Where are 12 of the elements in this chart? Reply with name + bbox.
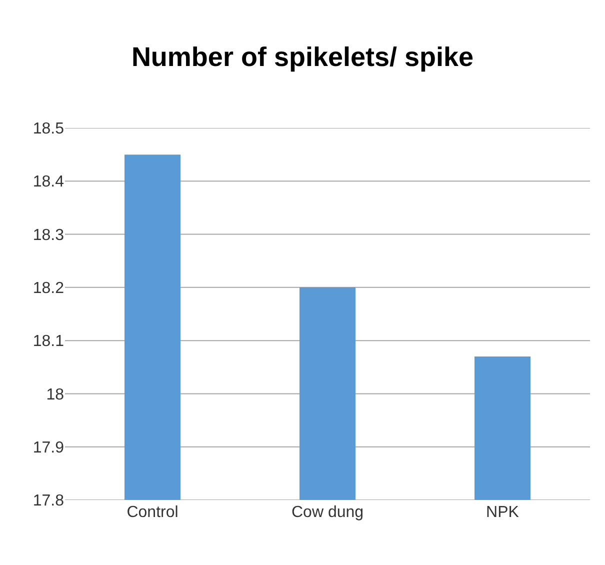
y-tick-label: 18: [46, 386, 64, 404]
y-tick-label: 18.4: [32, 174, 64, 191]
x-tick-label: Control: [126, 504, 178, 521]
y-tick-label: 18.2: [32, 280, 64, 298]
y-tick-label: 18.3: [32, 226, 64, 244]
chart-title: Number of spikelets/ spike: [131, 42, 474, 72]
y-tick-label: 18.1: [32, 333, 64, 350]
y-tick-label: 17.8: [32, 492, 64, 510]
y-tick-label: 18.5: [32, 120, 64, 138]
x-tick-label: Cow dung: [291, 504, 364, 521]
x-tick-label: NPK: [486, 504, 520, 521]
y-tick-label: 17.9: [32, 439, 64, 456]
